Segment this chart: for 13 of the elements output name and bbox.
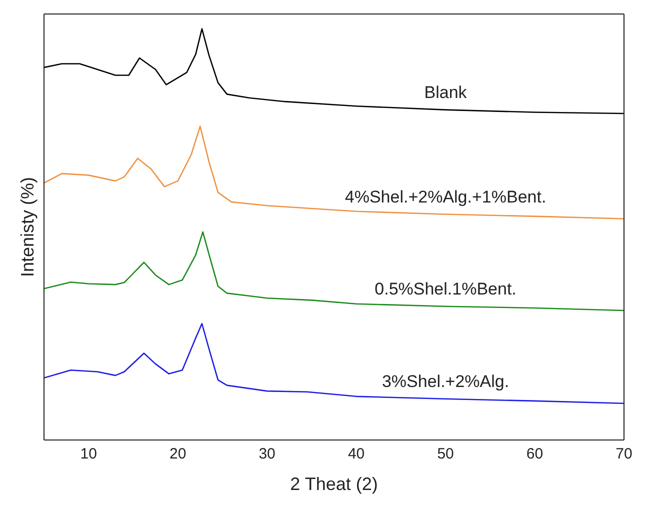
y-axis-title: Intenisty (%) bbox=[17, 176, 38, 278]
x-tick-label: 30 bbox=[258, 446, 276, 463]
x-tick-label: 20 bbox=[170, 446, 186, 463]
series-label: 0.5%Shel.1%Bent. bbox=[374, 279, 516, 298]
series-label: 3%Shel.+2%Alg. bbox=[382, 372, 510, 391]
series-label: 4%Shel.+2%Alg.+1%Bent. bbox=[344, 187, 546, 206]
x-tick-label: 10 bbox=[80, 446, 97, 463]
x-axis-title: 2 Theat (2) bbox=[290, 474, 378, 494]
series-label: Blank bbox=[424, 82, 468, 102]
x-tick-label: 40 bbox=[348, 446, 365, 463]
x-tick-label: 60 bbox=[526, 446, 544, 463]
x-tick-label: 70 bbox=[616, 446, 632, 463]
x-tick-label: 50 bbox=[437, 446, 454, 463]
